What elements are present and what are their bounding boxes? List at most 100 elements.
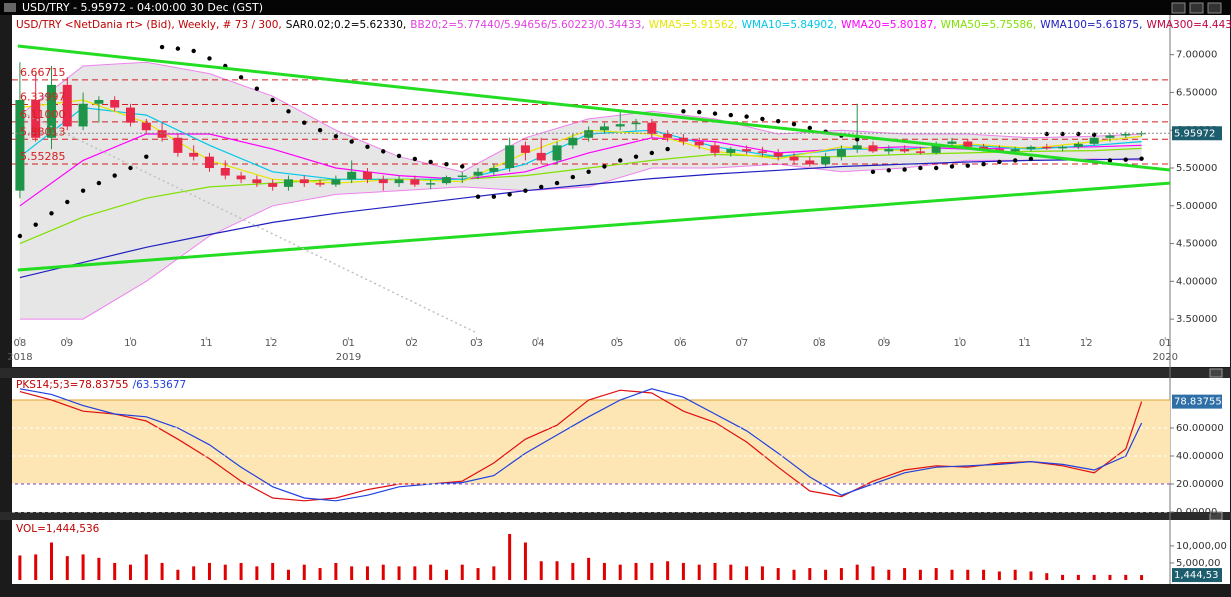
volume-bar xyxy=(413,566,417,580)
sar-dot xyxy=(254,86,260,91)
candle-body xyxy=(615,124,625,127)
candle-body xyxy=(726,149,736,153)
candle-body xyxy=(394,179,404,184)
sar-dot xyxy=(949,164,955,169)
candle-body xyxy=(378,179,388,184)
level-label: 5.55285 xyxy=(20,150,66,163)
y-tick-label: 60.00000 xyxy=(1176,423,1224,434)
sar-dot xyxy=(491,194,497,199)
volume-bar xyxy=(618,564,622,580)
sar-dot xyxy=(1060,131,1065,137)
candle-body xyxy=(884,149,894,152)
sar-dot xyxy=(760,116,765,122)
title-bar xyxy=(0,0,1231,15)
volume-bar xyxy=(1076,574,1080,580)
sar-dot xyxy=(712,111,718,116)
minimize-button[interactable] xyxy=(1171,2,1186,14)
year-label: 2019 xyxy=(336,352,361,363)
volume-bar xyxy=(1029,571,1033,580)
volume-bar xyxy=(476,568,480,580)
legend-item: /63.53677 xyxy=(133,379,187,391)
y-tick-label: 20.00000 xyxy=(1176,479,1224,490)
volume-bar xyxy=(539,561,543,580)
volume-bar xyxy=(286,569,290,580)
sar-dot xyxy=(238,75,244,80)
sar-dot xyxy=(159,44,165,50)
sar-dot xyxy=(428,159,433,165)
volume-bar xyxy=(81,554,85,580)
panel-divider xyxy=(0,368,1231,378)
value-tag-box xyxy=(1172,126,1222,141)
volume-bar xyxy=(982,569,986,580)
candle-body xyxy=(331,179,341,185)
volume-bar xyxy=(444,569,448,580)
volume-bar xyxy=(997,571,1001,580)
legend-item: WMA300=4.44394 xyxy=(1146,19,1231,31)
volume-bar xyxy=(1140,575,1144,580)
restore-button[interactable] xyxy=(1189,2,1204,14)
year-label: 2020 xyxy=(1153,352,1178,363)
legend-item: BB20;2=5.77440/5.94656/5.60223/0.34433, xyxy=(410,19,644,31)
volume-bar xyxy=(966,569,970,580)
candle-body xyxy=(931,143,941,153)
sar-dot xyxy=(333,134,339,139)
sar-dot xyxy=(65,199,70,205)
legend-item: USD/TRY <NetDania rt> (Bid), Weekly, # 7… xyxy=(16,19,282,31)
legend: PKS14;5;3=78.83755/63.53677 xyxy=(16,379,186,391)
legend-item: WMA20=5.80187, xyxy=(841,19,937,31)
maximize-button[interactable] xyxy=(1207,2,1222,14)
candle-body xyxy=(552,145,562,161)
volume-bar xyxy=(855,564,859,580)
candle-body xyxy=(157,130,167,138)
sar-dot xyxy=(523,188,528,193)
volume-bar xyxy=(207,562,211,580)
candle-body xyxy=(852,145,862,150)
volume-bar xyxy=(587,557,591,580)
x-tick-label: 12 xyxy=(1080,338,1093,349)
sar-dot xyxy=(365,144,370,150)
sar-dot xyxy=(349,139,354,144)
legend-item: WMA100=5.61875, xyxy=(1040,19,1142,31)
sar-dot xyxy=(728,112,734,118)
volume-bar xyxy=(871,566,875,580)
panel-button[interactable] xyxy=(1209,368,1223,378)
band-area xyxy=(19,62,1142,320)
volume-bar xyxy=(381,564,385,580)
sar-dot xyxy=(649,150,655,156)
candle-body xyxy=(599,126,609,131)
volume-bar xyxy=(144,554,148,580)
volume-bar xyxy=(176,569,180,580)
level-label: 6.33997 xyxy=(20,91,66,104)
band-lower xyxy=(19,158,1142,320)
y-tick-label: 5.50000 xyxy=(1176,163,1217,174)
candle-body xyxy=(315,183,325,185)
sar-dot xyxy=(744,114,749,119)
sar-dot xyxy=(96,180,102,186)
volume-bar xyxy=(271,562,275,580)
candle-body xyxy=(505,145,515,168)
y-tick-label: 6.50000 xyxy=(1176,87,1217,98)
candle-body xyxy=(1105,135,1115,138)
x-tick-label: 07 xyxy=(736,338,749,349)
sar-dot xyxy=(128,165,133,171)
volume-bar xyxy=(239,562,243,580)
level-label: 6.11000 xyxy=(20,108,66,121)
volume-bar xyxy=(729,564,733,580)
volume-bar xyxy=(18,555,22,580)
sar-dot xyxy=(17,233,23,239)
trend-line xyxy=(17,181,1170,272)
volume-bar xyxy=(918,569,922,580)
volume-bar xyxy=(666,561,670,580)
plot-layer xyxy=(12,388,1170,502)
x-tick-label: 09 xyxy=(878,338,891,349)
sar-dot xyxy=(286,109,291,114)
band-upper xyxy=(19,61,1142,173)
volume-bar xyxy=(903,568,907,580)
sar-dot xyxy=(539,184,544,190)
candle-body xyxy=(220,168,230,176)
x-tick-label: 03 xyxy=(470,338,483,349)
candle-body xyxy=(252,179,262,184)
candle-body xyxy=(789,156,799,161)
sar-dot xyxy=(444,162,449,167)
sar-dot xyxy=(412,156,418,162)
